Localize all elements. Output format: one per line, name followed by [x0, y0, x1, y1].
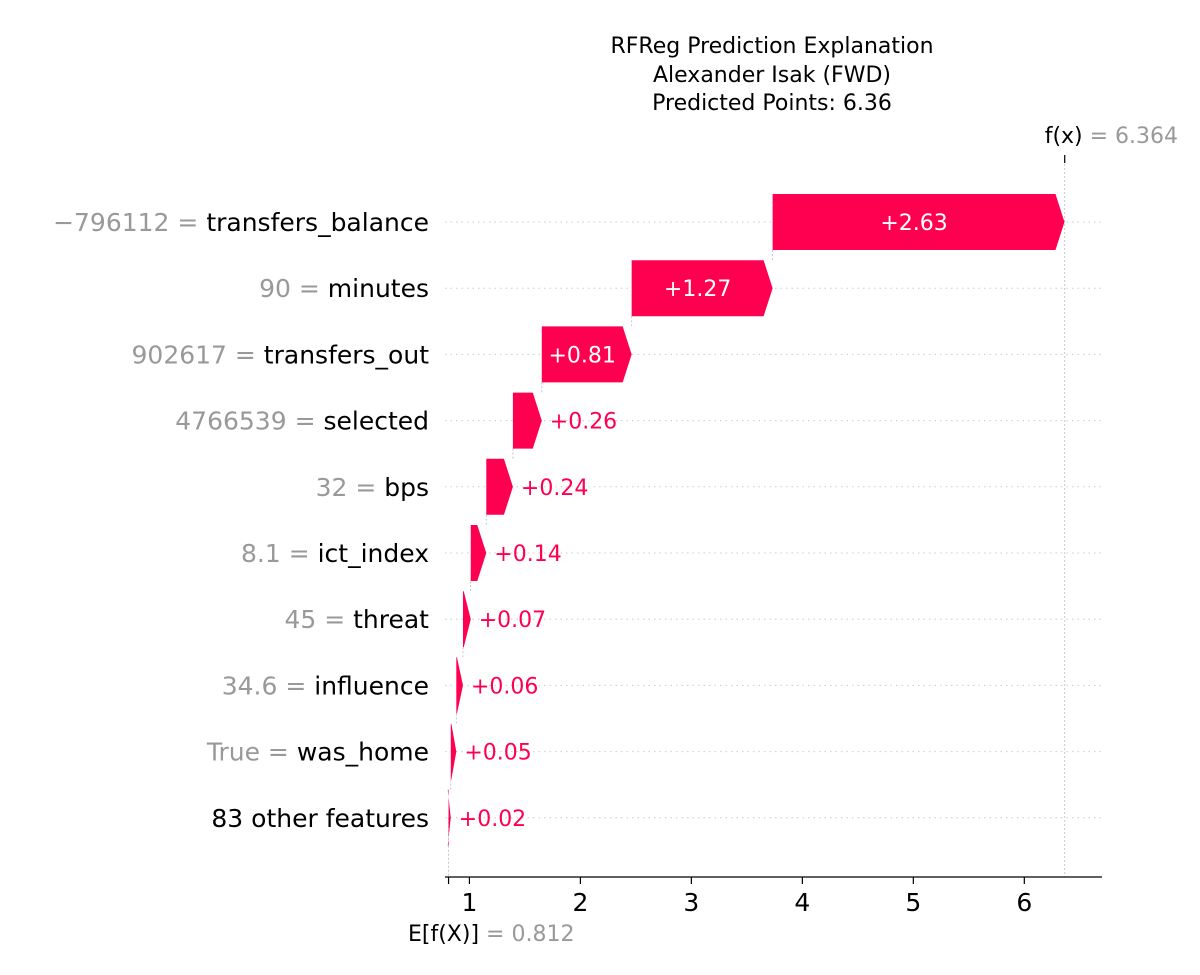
chart-title: RFReg Prediction Explanation Alexander I…	[610, 34, 933, 116]
x-tick-label: 4	[794, 888, 810, 917]
x-tick-label: 2	[572, 888, 588, 917]
feature-name: selected	[323, 407, 429, 436]
x-tick-label: 5	[905, 888, 921, 917]
bar-value-label: +0.14	[494, 542, 561, 567]
chart-title-line-3: Predicted Points: 6.36	[652, 91, 892, 116]
row-gridlines	[445, 221, 1102, 819]
bar-value-label: +0.06	[471, 674, 538, 699]
contribution-bars	[447, 194, 1065, 846]
feature-name: minutes	[328, 274, 429, 303]
feature-value: 90 =	[259, 274, 328, 303]
bar-value-label: +0.07	[479, 608, 546, 633]
feature-name: was_home	[297, 738, 429, 767]
feature-label: 34.6 = influence	[222, 671, 429, 700]
bar-ict_index	[470, 525, 487, 581]
feature-name: transfers_out	[264, 340, 429, 369]
bar-value-label: +0.26	[550, 410, 617, 435]
feature-name: threat	[353, 605, 429, 634]
bar-value-label: +0.02	[459, 807, 526, 832]
bar-was_home	[450, 723, 457, 780]
x-tick-label: 3	[683, 888, 699, 917]
base-symbol: E[f(X)]	[408, 922, 479, 947]
feature-value: 34.6 =	[222, 671, 315, 700]
bar-transfers_balance	[772, 194, 1065, 250]
chart-title-line-2: Alexander Isak (FWD)	[653, 63, 891, 88]
feature-label: 90 = minutes	[259, 274, 429, 303]
bar-value-label: +1.27	[664, 277, 731, 302]
bar-83-other-features	[447, 789, 451, 846]
feature-label: 8.1 = ict_index	[241, 539, 429, 568]
feature-value: 902617 =	[132, 340, 264, 369]
bar-transfers_out	[541, 326, 632, 383]
feature-name: influence	[314, 671, 429, 700]
x-tick-label: 6	[1016, 888, 1032, 917]
feature-value: 45 =	[284, 605, 353, 634]
bar-threat	[462, 591, 471, 648]
feature-value: 32 =	[316, 473, 385, 502]
base-value-label: E[f(X)] = 0.812	[408, 922, 574, 947]
feature-label: True = was_home	[206, 738, 429, 767]
bar-selected	[512, 392, 542, 449]
feature-label: 83 other features	[211, 804, 429, 833]
output-value-label: f(x) = 6.364	[1045, 124, 1178, 149]
feature-label: 902617 = transfers_out	[132, 340, 430, 369]
output-number: = 6.364	[1083, 124, 1178, 149]
x-axis: 1 2 3 4 5 6	[445, 876, 1102, 917]
feature-label: 45 = threat	[284, 605, 429, 634]
contribution-labels: +2.63 +1.27 +0.81 +0.26 +0.24 +0.14 +0.07 +0.06…	[459, 211, 948, 832]
output-value-marker: f(x) = 6.364	[1045, 124, 1178, 163]
bar-value-label: +0.24	[521, 476, 588, 501]
feature-name: 83 other features	[211, 804, 429, 833]
feature-name: bps	[384, 473, 429, 502]
feature-label: 4766539 = selected	[175, 407, 429, 436]
feature-value: True =	[206, 738, 297, 767]
bar-influence	[456, 657, 463, 714]
feature-value: 4766539 =	[175, 407, 323, 436]
base-value-marker: E[f(X)] = 0.812	[408, 877, 574, 947]
bar-value-label: +0.81	[549, 343, 616, 368]
feature-name: transfers_balance	[206, 208, 429, 237]
feature-label: −796112 = transfers_balance	[53, 208, 429, 237]
bar-minutes	[631, 260, 773, 317]
bar-value-label: +2.63	[880, 211, 947, 236]
x-tick-label: 1	[461, 888, 477, 917]
feature-name: ict_index	[318, 539, 429, 568]
feature-value: 8.1 =	[241, 539, 318, 568]
output-symbol: f(x)	[1045, 124, 1083, 149]
feature-value: −796112 =	[53, 208, 206, 237]
base-number: = 0.812	[479, 922, 574, 947]
bar-bps	[486, 458, 513, 515]
feature-label: 32 = bps	[316, 473, 429, 502]
chart-title-line-1: RFReg Prediction Explanation	[610, 34, 933, 59]
bar-value-label: +0.05	[464, 741, 531, 766]
